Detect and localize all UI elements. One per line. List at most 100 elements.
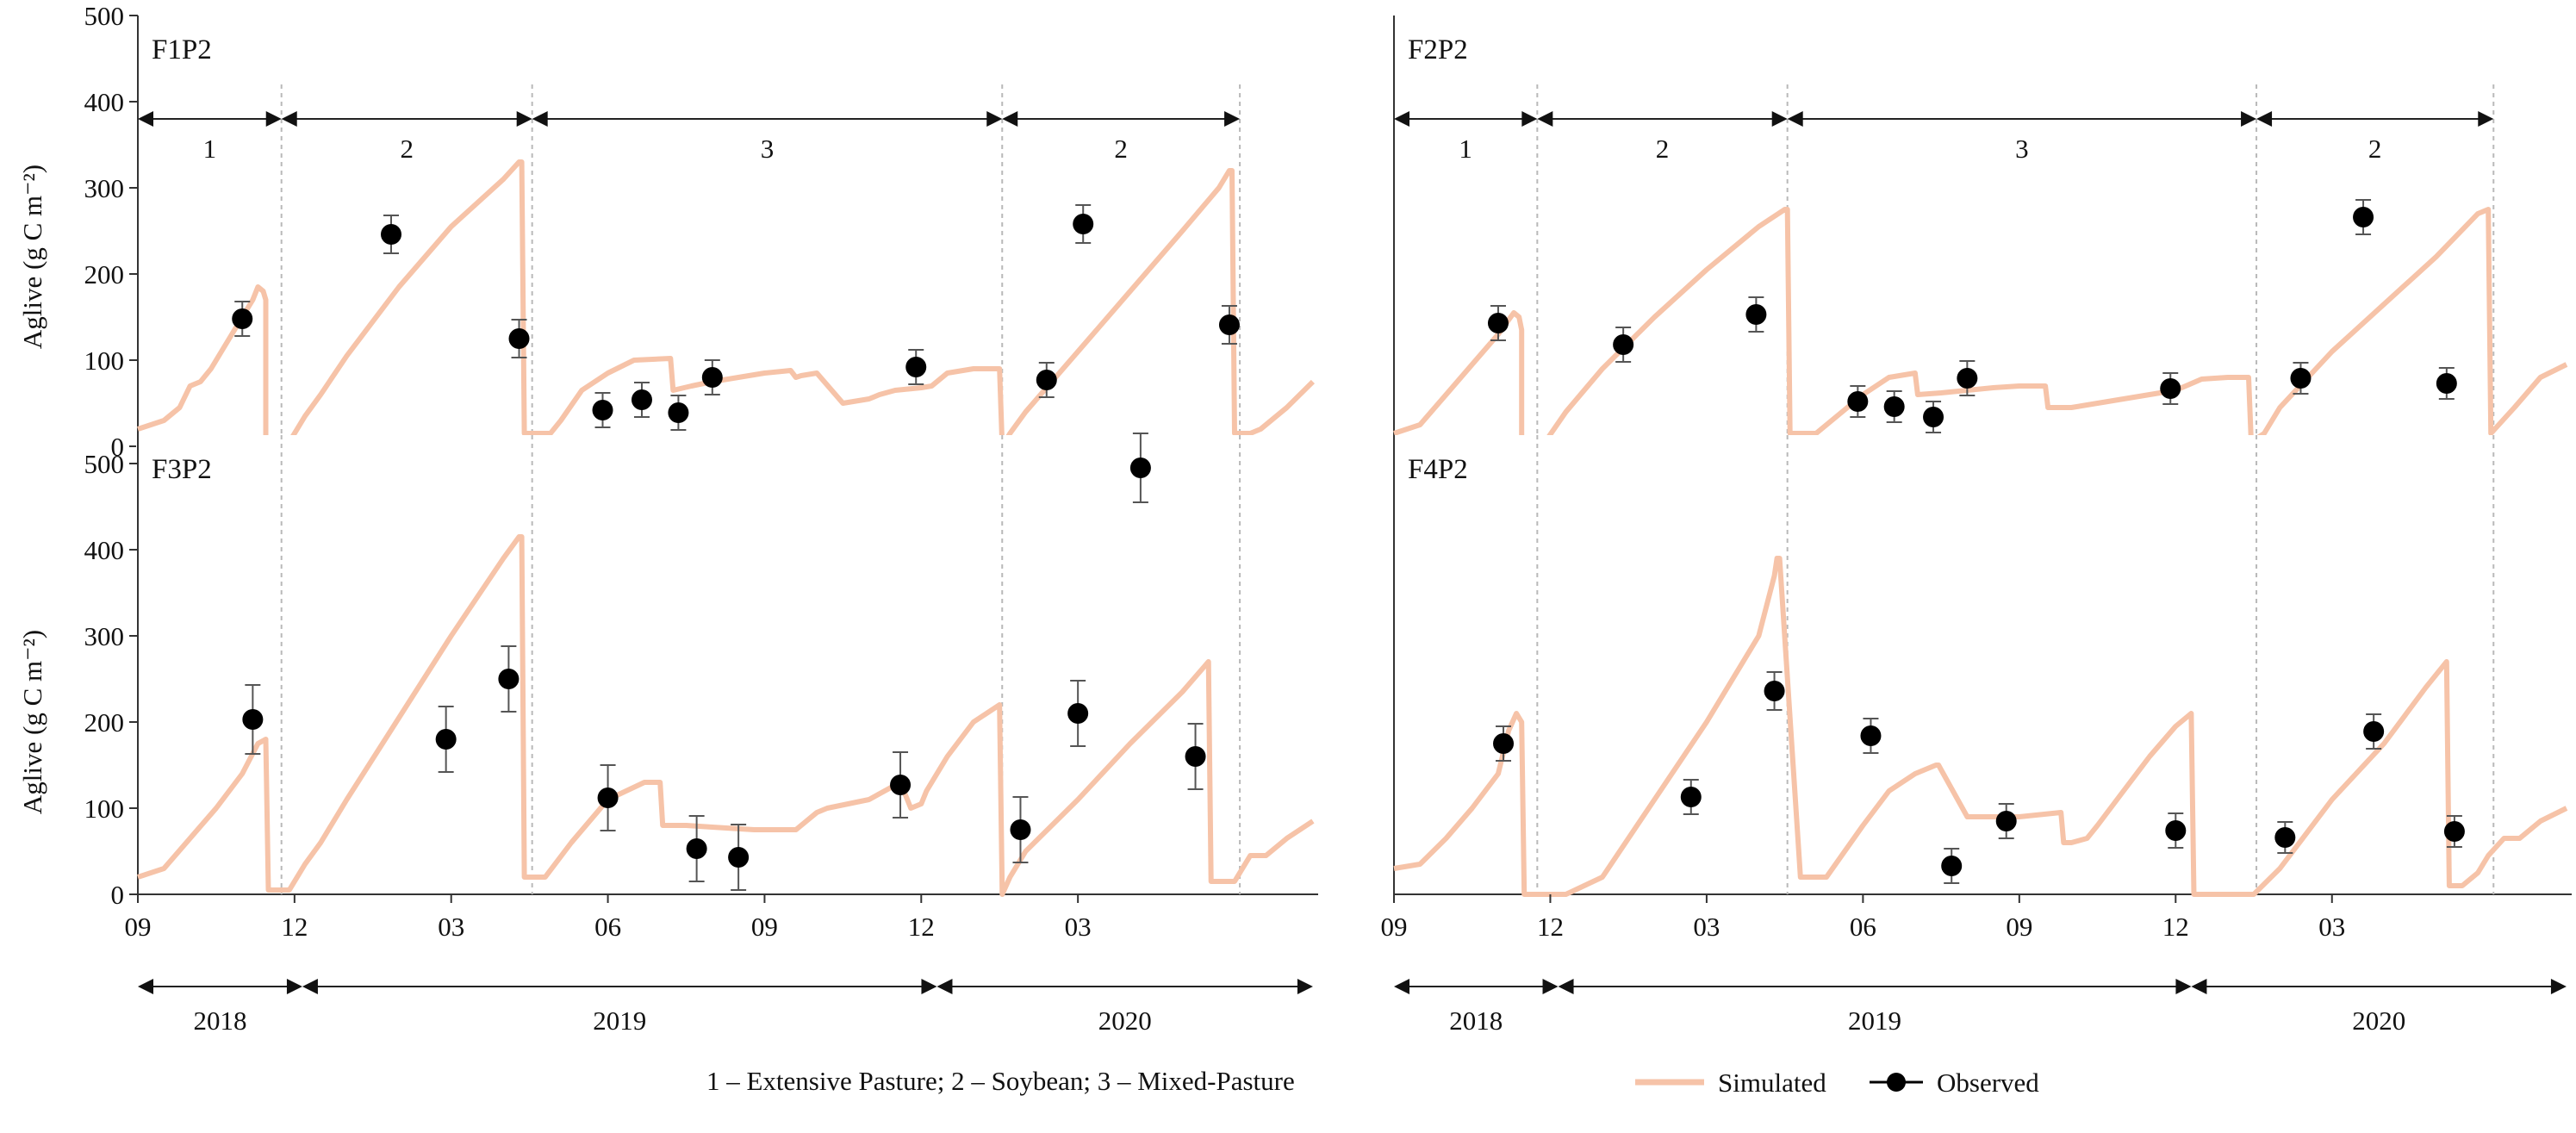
x-tick-label: 09 xyxy=(125,912,152,942)
simulated-series-line xyxy=(137,159,1316,449)
observed-point xyxy=(1129,458,1151,478)
phase-label: 1 xyxy=(1459,134,1472,164)
simulated-series-line xyxy=(1393,556,2568,897)
observed-point xyxy=(1185,746,1206,767)
panel-title: F3P2 xyxy=(152,454,212,485)
observed-point xyxy=(1995,811,2017,831)
observed-point xyxy=(631,389,652,410)
y-tick-label: 300 xyxy=(84,621,125,651)
observed-point xyxy=(597,787,619,808)
phase-arrow-head-left xyxy=(1787,111,1803,127)
observed-point xyxy=(1493,733,1515,754)
year-label: 2020 xyxy=(1098,1005,1152,1036)
phase-arrow-head-left xyxy=(138,111,153,127)
observed-point xyxy=(701,367,723,388)
observed-point xyxy=(728,847,750,868)
phase-caption: 1 – Extensive Pasture; 2 – Soybean; 3 – … xyxy=(706,1066,1295,1096)
legend: Simulated Observed xyxy=(1635,1068,2039,1098)
observed-point xyxy=(1010,819,1031,840)
y-axis-label: Aglive (g C m⁻²) xyxy=(17,165,47,349)
year-arrow-head-right xyxy=(921,979,937,994)
panel-background xyxy=(1392,435,2573,896)
phase-arrow-head-right xyxy=(1521,111,1538,127)
observed-point xyxy=(435,729,457,750)
year-arrow-head-left xyxy=(1394,979,1409,994)
year-label: 2019 xyxy=(593,1005,646,1036)
phase-label: 2 xyxy=(400,134,414,164)
observed-point xyxy=(1073,214,1094,234)
y-tick-label: 200 xyxy=(84,259,125,289)
observed-point xyxy=(2436,373,2457,394)
observed-point xyxy=(1680,787,1702,807)
observed-point xyxy=(1941,856,1963,876)
observed-point xyxy=(498,669,520,689)
legend-observed-marker xyxy=(1887,1073,1906,1092)
observed-point xyxy=(2353,207,2374,227)
y-tick-label: 100 xyxy=(84,346,125,376)
year-label: 2020 xyxy=(2352,1005,2405,1036)
observed-point xyxy=(1764,681,1785,701)
observed-point xyxy=(1860,725,1882,746)
y-tick-label: 0 xyxy=(111,432,125,462)
observed-point xyxy=(1613,334,1634,355)
year-arrow-head-left xyxy=(2191,979,2207,994)
observed-point xyxy=(1883,396,1905,417)
y-axis-label: Aglive (g C m⁻²) xyxy=(17,630,47,814)
year-arrow-head-left xyxy=(936,979,953,994)
panel-F4P2: F4P2 09 12 03 06 09 12 03 xyxy=(1381,435,2573,942)
x-tick-label: 09 xyxy=(2006,912,2032,942)
observed-point xyxy=(1067,703,1089,724)
phase-arrow-head-right xyxy=(2478,111,2494,127)
x-tick-label: 12 xyxy=(908,912,935,942)
panel-F1P2: 0 100 200 300 400 500 Aglive (g C m⁻²) 1 2 3 2 F1P2 xyxy=(17,1,1318,462)
year-label: 2019 xyxy=(1848,1005,1901,1036)
phase-arrow-head-left xyxy=(532,111,548,127)
observed-point xyxy=(1218,314,1240,335)
x-axis-left: 2018 2019 2020 xyxy=(138,979,1313,1036)
observed-point xyxy=(686,838,707,859)
phase-label: 3 xyxy=(761,134,775,164)
panel-title: F1P2 xyxy=(152,34,212,65)
y-tick-label: 0 xyxy=(111,880,125,910)
x-tick-label: 09 xyxy=(1381,912,1408,942)
x-tick-label: 03 xyxy=(1693,912,1720,942)
observed-point xyxy=(668,402,689,423)
observed-point xyxy=(2165,820,2187,841)
observed-point xyxy=(1487,313,1509,333)
phase-arrow-head-right xyxy=(2241,111,2257,127)
phase-arrow-head-left xyxy=(1002,111,1018,127)
year-label: 2018 xyxy=(193,1005,246,1036)
x-tick-label: 12 xyxy=(2162,912,2189,942)
observed-point xyxy=(381,224,402,245)
phase-arrow-head-right xyxy=(1224,111,1241,127)
phase-arrow-head-left xyxy=(1537,111,1553,127)
panel-title: F2P2 xyxy=(1408,34,1468,65)
phase-arrow-head-right xyxy=(1771,111,1788,127)
simulated-series-line xyxy=(1393,207,2568,445)
x-tick-label: 12 xyxy=(1537,912,1564,942)
year-label: 2018 xyxy=(1449,1005,1503,1036)
x-tick-label: 06 xyxy=(594,912,621,942)
observed-point xyxy=(508,328,530,349)
phase-label: 2 xyxy=(1114,134,1128,164)
year-arrow-head-left xyxy=(1558,979,1574,994)
y-tick-label: 300 xyxy=(84,173,125,203)
year-arrow-head-right xyxy=(286,979,302,994)
phase-arrow-head-left xyxy=(2256,111,2273,127)
observed-point xyxy=(2363,721,2385,742)
year-arrow-head-right xyxy=(2175,979,2192,994)
y-tick-label: 400 xyxy=(84,87,125,117)
phase-arrow-head-right xyxy=(516,111,532,127)
y-tick-label: 200 xyxy=(84,707,125,738)
phase-arrow-head-left xyxy=(281,111,297,127)
phase-arrow-head-left xyxy=(1394,111,1409,127)
x-tick-label: 09 xyxy=(751,912,778,942)
observed-point xyxy=(2274,827,2296,848)
y-tick-label: 500 xyxy=(84,1,125,31)
x-tick-label: 03 xyxy=(2318,912,2345,942)
year-arrow-head-left xyxy=(302,979,318,994)
year-arrow-head-right xyxy=(2550,979,2567,994)
observed-point xyxy=(2160,378,2181,399)
observed-point xyxy=(1923,407,1944,427)
